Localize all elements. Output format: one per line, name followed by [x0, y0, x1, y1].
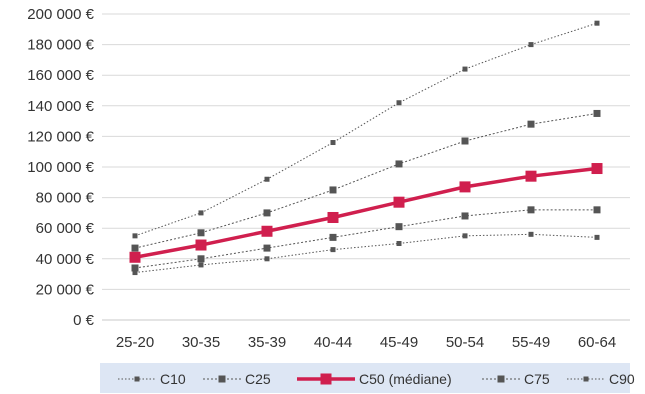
- y-axis-ticks: 0 € 20 000 € 40 000 € 60 000 € 80 000 € 100 0…: [27, 6, 94, 329]
- x-tick-label: 35-39: [248, 334, 286, 351]
- data-point: [198, 210, 204, 216]
- y-tick-label: 0 €: [73, 312, 95, 329]
- legend-label: C75: [524, 371, 550, 387]
- data-point: [527, 120, 535, 128]
- data-point: [527, 206, 535, 214]
- data-point: [528, 42, 534, 48]
- data-point: [330, 247, 336, 253]
- series-line: [134, 209, 597, 269]
- data-point: [263, 209, 271, 217]
- legend-label: C50 (médiane): [359, 371, 452, 387]
- x-tick-label: 25-20: [116, 334, 154, 351]
- series-c90: [132, 20, 600, 239]
- data-point: [395, 160, 403, 168]
- x-tick-label: 45-49: [380, 334, 418, 351]
- data-point: [396, 100, 402, 106]
- y-tick-label: 20 000 €: [36, 281, 95, 298]
- data-point: [594, 20, 600, 26]
- data-point: [593, 206, 601, 214]
- y-tick-label: 80 000 €: [36, 190, 95, 207]
- data-point: [330, 140, 336, 146]
- data-point: [327, 211, 339, 223]
- series-c75: [131, 109, 601, 252]
- data-point: [395, 223, 403, 231]
- data-point: [528, 231, 534, 237]
- data-point: [261, 225, 273, 237]
- data-point: [462, 66, 468, 72]
- data-point: [461, 212, 469, 220]
- legend-background: [100, 363, 630, 393]
- y-tick-label: 60 000 €: [36, 220, 95, 237]
- y-tick-label: 140 000 €: [27, 98, 94, 115]
- series-line: [134, 166, 598, 259]
- legend-label: C10: [160, 371, 186, 387]
- legend-swatch-marker: [497, 375, 505, 383]
- data-point: [396, 241, 402, 246]
- legend-swatch-marker: [134, 376, 140, 382]
- data-point: [131, 264, 139, 272]
- data-point: [264, 256, 270, 262]
- series-c25: [131, 206, 601, 272]
- data-point: [197, 255, 205, 263]
- data-point: [593, 109, 601, 117]
- data-point: [459, 181, 471, 193]
- legend-label: C90: [609, 371, 635, 387]
- data-point: [594, 234, 600, 240]
- legend-label: C25: [245, 371, 271, 387]
- y-tick-label: 160 000 €: [27, 67, 94, 84]
- data-point: [195, 239, 207, 251]
- x-axis-ticks: 25-20 30-35 35-39 40-44 45-49 50-54 55-49 60-64: [116, 334, 616, 351]
- data-point: [264, 176, 270, 182]
- y-tick-label: 180 000 €: [27, 37, 94, 54]
- y-tick-label: 40 000 €: [36, 251, 95, 268]
- series-lines: [129, 20, 603, 276]
- data-point: [263, 244, 271, 252]
- y-tick-label: 100 000 €: [27, 159, 94, 176]
- legend-swatch-marker: [583, 376, 589, 382]
- series-line: [134, 112, 598, 249]
- data-point: [131, 244, 139, 252]
- x-tick-label: 50-54: [446, 334, 484, 351]
- data-point: [132, 233, 138, 239]
- data-point: [461, 137, 469, 145]
- x-tick-label: 55-49: [512, 334, 550, 351]
- series-line: [134, 233, 598, 274]
- series-c10: [132, 231, 600, 276]
- data-point: [132, 270, 138, 276]
- x-tick-label: 40-44: [314, 334, 352, 351]
- data-point: [462, 233, 468, 239]
- x-tick-label: 30-35: [182, 334, 220, 351]
- data-point: [591, 163, 603, 175]
- legend: C10 C25 C50 (médiane) C75 C90: [100, 363, 635, 393]
- data-point: [129, 251, 141, 263]
- data-point: [197, 229, 205, 237]
- data-point: [525, 170, 537, 182]
- legend-swatch-marker: [218, 375, 226, 383]
- y-tick-label: 200 000 €: [27, 6, 94, 23]
- y-tick-label: 120 000 €: [27, 128, 94, 145]
- data-point: [198, 262, 204, 268]
- gridlines: [102, 13, 630, 321]
- data-point: [329, 186, 337, 194]
- series-line: [134, 22, 598, 237]
- legend-swatch-marker: [320, 373, 332, 385]
- series-c50: [129, 163, 603, 263]
- x-tick-label: 60-64: [578, 334, 616, 351]
- data-point: [329, 233, 337, 241]
- data-point: [393, 196, 405, 208]
